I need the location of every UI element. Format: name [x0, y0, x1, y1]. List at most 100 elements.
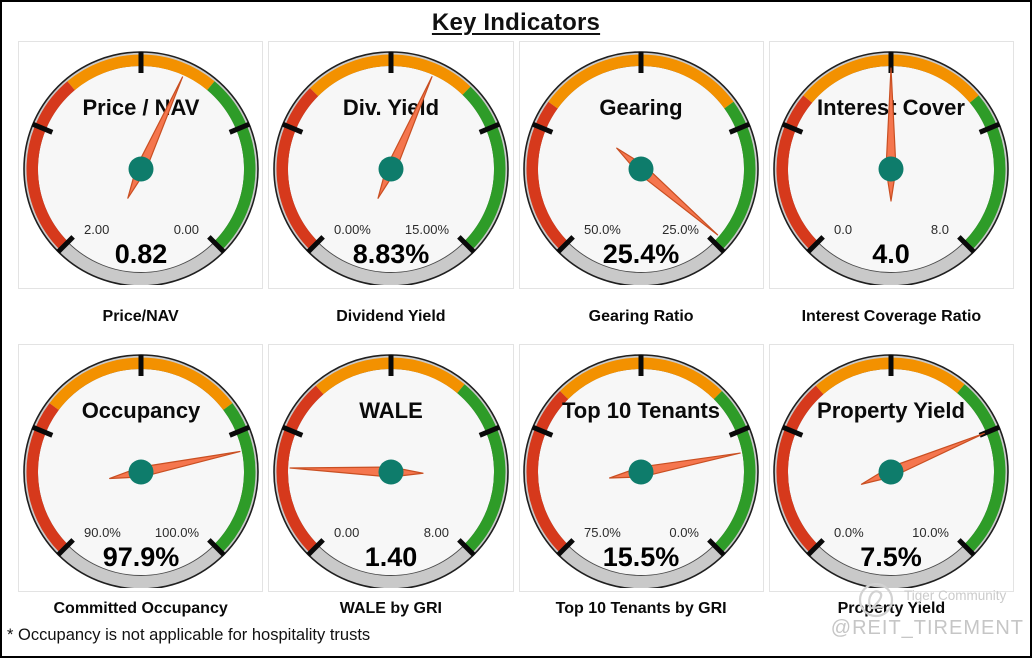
- gauge-arc-red: [776, 385, 824, 553]
- gauge-cell-dividend-yield: Div. Yield 0.00% 15.00% 8.83% Dividend Y…: [268, 41, 514, 344]
- gauge-caption: WALE by GRI: [339, 600, 442, 617]
- gauge-tick: [281, 121, 304, 135]
- gauge-card: Div. Yield 0.00% 15.00% 8.83%: [268, 41, 514, 289]
- gauge-caption: Property Yield: [837, 600, 946, 617]
- gauge-right-scale-label: 15.00%: [405, 222, 450, 237]
- gauge-arc-red: [526, 101, 569, 250]
- gauge-right-scale-label: 0.00: [173, 222, 198, 237]
- gauge-arc-green: [713, 391, 756, 553]
- gauge-value: 0.82: [114, 239, 167, 269]
- gauge-arc-red: [526, 391, 569, 553]
- gauge-property-yield: Property Yield 0.0% 10.0% 7.5%: [773, 354, 1010, 588]
- gauge-tick: [456, 235, 476, 254]
- gauge-arc-red: [776, 95, 819, 250]
- gauge-tick: [55, 235, 75, 254]
- gauge-tick: [228, 121, 251, 135]
- gauge-arc-red: [26, 403, 68, 553]
- gauge-hub: [378, 459, 404, 485]
- gauge-tick: [478, 121, 501, 135]
- gauge-tick: [556, 235, 576, 254]
- gauge-card: Interest Cover 0.0 8.0 4.0: [768, 41, 1014, 289]
- gauge-right-scale-label: 8.00: [424, 525, 449, 540]
- gauge-left-scale-label: 0.0%: [834, 525, 864, 540]
- gauge-cell-price-nav: Price / NAV 2.00 0.00 0.82 Price/NAV: [18, 41, 264, 344]
- gauge-occupancy: Occupancy 90.0% 100.0% 97.9%: [22, 354, 259, 588]
- gauge-caption: Top 10 Tenants by GRI: [555, 600, 727, 617]
- gauge-caption: Interest Coverage Ratio: [801, 307, 982, 325]
- gauge-caption: Gearing Ratio: [588, 307, 694, 325]
- gauge-arc-green: [964, 95, 1006, 250]
- gauge-cell-wale: WALE 0.00 8.00 1.40 WALE by GRI: [268, 344, 514, 622]
- gauge-title: Price / NAV: [82, 95, 199, 120]
- gauge-title: Div. Yield: [343, 95, 439, 120]
- gauge-arc-green: [462, 86, 506, 250]
- gauge-price-nav: Price / NAV 2.00 0.00 0.82: [22, 51, 259, 285]
- gauge-tick: [228, 424, 251, 438]
- gauge-right-scale-label: 100.0%: [155, 525, 200, 540]
- gauge-wale: WALE 0.00 8.00 1.40: [273, 354, 509, 588]
- gauge-arc-red: [26, 81, 75, 250]
- gauge-right-scale-label: 10.0%: [913, 525, 950, 540]
- gauge-caption: Committed Occupancy: [53, 600, 228, 617]
- gauge-tick: [478, 424, 501, 438]
- gauge-tick: [979, 121, 1001, 135]
- gauge-arc-green: [713, 101, 756, 250]
- gauge-hub: [128, 156, 154, 182]
- gauge-value: 7.5%: [861, 542, 923, 572]
- gauge-value: 8.83%: [353, 239, 430, 269]
- gauge-cell-top-10-tenants: Top 10 Tenants 75.0% 0.0% 15.5% Top 10 T…: [518, 344, 764, 622]
- gauge-card: Property Yield 0.0% 10.0% 7.5%: [768, 344, 1014, 592]
- gauge-card: WALE 0.00 8.00 1.40: [268, 344, 514, 592]
- gauge-title: Occupancy: [81, 398, 200, 423]
- gauge-hub: [878, 156, 904, 182]
- gauge-left-scale-label: 2.00: [84, 222, 109, 237]
- gauge-tick: [806, 235, 826, 254]
- gauge-left-scale-label: 90.0%: [84, 525, 121, 540]
- gauge-right-scale-label: 25.0%: [662, 222, 699, 237]
- gauge-tick: [781, 424, 804, 438]
- gauge-tick: [306, 538, 325, 557]
- gauge-tick: [206, 538, 226, 557]
- gauge-value: 15.5%: [603, 542, 680, 572]
- gauge-tick: [556, 538, 576, 557]
- footnote: * Occupancy is not applicable for hospit…: [7, 626, 371, 644]
- gauge-tick: [206, 235, 226, 254]
- gauge-tick: [707, 235, 726, 254]
- gauge-hub: [628, 156, 654, 182]
- gauge-tick: [456, 538, 476, 557]
- gauge-hub: [878, 459, 904, 485]
- gauge-title: WALE: [359, 398, 423, 423]
- gauge-interest-cover: Interest Cover 0.0 8.0 4.0: [773, 51, 1010, 285]
- gauge-value: 25.4%: [603, 239, 680, 269]
- gauge-cell-interest-cover: Interest Cover 0.0 8.0 4.0 Interest Cove…: [768, 41, 1014, 344]
- gauge-arc-green: [957, 384, 1006, 553]
- gauge-right-scale-label: 0.0%: [669, 525, 699, 540]
- gauge-left-scale-label: 50.0%: [584, 222, 621, 237]
- gauge-cell-gearing: Gearing 50.0% 25.0% 25.4% Gearing Ratio: [518, 41, 764, 344]
- gauge-value: 97.9%: [102, 542, 179, 572]
- gauge-tick: [31, 121, 53, 135]
- gauge-value: 1.40: [365, 542, 418, 572]
- gauge-tick: [957, 235, 977, 254]
- gauge-tick: [707, 538, 726, 557]
- gauge-hub: [378, 156, 404, 182]
- gauge-tick: [55, 538, 75, 557]
- gauge-caption: Price/NAV: [102, 307, 179, 325]
- gauge-tick: [728, 424, 751, 438]
- gauge-left-scale-label: 0.00%: [334, 222, 371, 237]
- gauge-tick: [781, 121, 804, 135]
- gauge-title: Top 10 Tenants: [562, 398, 720, 423]
- gauge-tick: [281, 424, 304, 438]
- gauge-arc-red: [276, 385, 324, 553]
- gauge-left-scale-label: 0.0: [834, 222, 852, 237]
- gauge-card: Price / NAV 2.00 0.00 0.82: [18, 41, 264, 289]
- gauge-caption: Dividend Yield: [336, 307, 446, 325]
- gauge-top-10-tenants: Top 10 Tenants 75.0% 0.0% 15.5%: [523, 354, 759, 588]
- gauge-tick: [806, 538, 826, 557]
- gauge-card: Occupancy 90.0% 100.0% 97.9%: [18, 344, 264, 592]
- gauge-dividend-yield: Div. Yield 0.00% 15.00% 8.83%: [273, 51, 509, 285]
- gauge-hub: [628, 459, 654, 485]
- gauge-card: Top 10 Tenants 75.0% 0.0% 15.5%: [518, 344, 764, 592]
- gauge-arc-red: [276, 88, 319, 250]
